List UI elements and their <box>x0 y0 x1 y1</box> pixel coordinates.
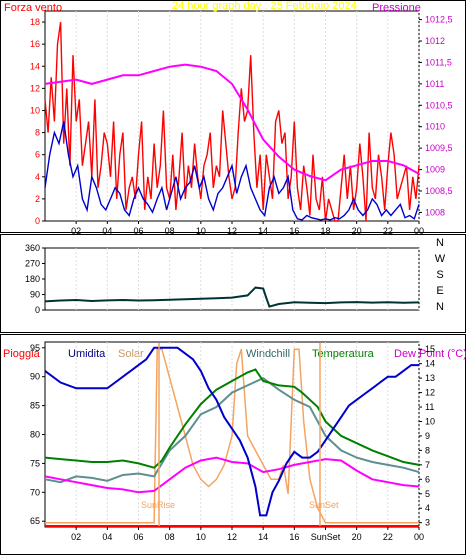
series-pressure <box>44 63 420 182</box>
label-temperatura: Temperatura <box>312 348 375 360</box>
p3-ytick-right-label: 6 <box>425 474 430 484</box>
left-axis-label: Forza vento <box>4 2 62 14</box>
p3-ytick-right-label: 13 <box>425 373 435 383</box>
p2-ytick-label: 90 <box>30 290 40 300</box>
p3-ytick-label: 95 <box>30 343 40 353</box>
compass-label: S <box>436 269 443 281</box>
p1-ytick-label: 4 <box>35 172 40 182</box>
series-temperature <box>44 368 420 469</box>
compass-label: N <box>436 237 444 249</box>
p2-ytick-label: 0 <box>35 305 40 315</box>
p1-xtick-label: 12 <box>227 226 237 236</box>
p1-ytick-label: 8 <box>35 128 40 138</box>
p3-xtick-label: SunSet <box>311 532 341 542</box>
p3-ytick-right-label: 9 <box>425 431 430 441</box>
sunrise-label: SunRise <box>141 500 175 510</box>
p2-ytick-label: 180 <box>25 274 40 284</box>
p2-ytick-label: 360 <box>25 243 40 253</box>
compass-label: E <box>436 285 443 297</box>
p3-xtick-label: 20 <box>352 532 362 542</box>
p1-ytick-right-label: 1011,5 <box>425 57 452 67</box>
p1-ytick-label: 12 <box>30 83 40 93</box>
series-solar <box>45 348 419 524</box>
p1-ytick-right-label: 1010 <box>425 122 445 132</box>
p1-ytick-label: 6 <box>35 150 40 160</box>
p1-ytick-label: 14 <box>30 61 40 71</box>
sunset-label: SunSet <box>309 500 339 510</box>
p1-xtick-label: 14 <box>258 226 268 236</box>
p3-ytick-right-label: 4 <box>425 503 430 513</box>
p1-xtick-label: 02 <box>71 226 81 236</box>
p1-xtick-label: 18 <box>320 226 330 236</box>
p1-xtick-label: 08 <box>165 226 175 236</box>
p3-xtick-label: 02 <box>71 532 81 542</box>
p1-ytick-right-label: 1012,5 <box>425 15 453 25</box>
series-windchill <box>44 376 420 484</box>
p1-xtick-label: 04 <box>102 226 112 236</box>
p3-ytick-label: 75 <box>30 458 40 468</box>
label-umidita: Umidita <box>68 348 106 360</box>
series-gust <box>44 22 420 222</box>
compass-label: N <box>436 301 444 313</box>
p3-ytick-right-label: 12 <box>425 388 435 398</box>
p1-ytick-right-label: 1011 <box>425 79 444 89</box>
p1-ytick-label: 10 <box>30 105 40 115</box>
p3-xtick-label: 04 <box>102 532 112 542</box>
compass-label: W <box>435 253 446 265</box>
p1-xtick-label: 00 <box>414 226 424 236</box>
series-humidity <box>44 346 419 517</box>
panel-wind-direction <box>0 234 466 333</box>
panel-temperature-humidity <box>0 334 466 555</box>
p3-ytick-right-label: 7 <box>425 460 430 470</box>
p3-ytick-label: 65 <box>30 516 40 526</box>
p3-xtick-label: 08 <box>165 532 175 542</box>
p3-ytick-label: 90 <box>30 372 40 382</box>
series-dewpoint <box>44 456 420 494</box>
chart-title: 24 hour graph day : 25 Febbraio 2024 <box>172 0 357 12</box>
p3-ytick-right-label: 5 <box>425 489 430 499</box>
label-dew-point: Dew Point (°C) <box>394 348 466 360</box>
label-windchill: Windchill <box>246 348 290 360</box>
series-wind <box>44 121 420 221</box>
p3-ytick-right-label: 14 <box>425 359 435 369</box>
p3-xtick-label: 22 <box>383 532 393 542</box>
p1-ytick-right-label: 1010,5 <box>425 100 453 110</box>
p3-ytick-right-label: 15 <box>425 344 435 354</box>
p3-ytick-label: 85 <box>30 401 40 411</box>
p3-xtick-label: 06 <box>133 532 143 542</box>
p1-xtick-label: 06 <box>133 226 143 236</box>
p3-ytick-label: 80 <box>30 430 40 440</box>
p3-ytick-label: 70 <box>30 487 40 497</box>
p3-ytick-right-label: 3 <box>425 518 430 528</box>
p1-ytick-right-label: 1012 <box>425 36 445 46</box>
p3-ytick-right-label: 8 <box>425 445 430 455</box>
p3-ytick-right-label: 11 <box>425 402 434 412</box>
label-solar: Solar <box>118 348 144 360</box>
p3-xtick-label: 00 <box>414 532 424 542</box>
p1-ytick-right-label: 1008,5 <box>425 186 453 196</box>
p2-ytick-label: 270 <box>25 259 40 269</box>
p1-ytick-right-label: 1009,5 <box>425 143 453 153</box>
series-direction <box>44 286 420 308</box>
p3-xtick-label: 16 <box>289 532 299 542</box>
p1-ytick-right-label: 1008 <box>425 207 445 217</box>
p1-xtick-label: 22 <box>383 226 393 236</box>
p3-xtick-label: 12 <box>227 532 237 542</box>
p1-xtick-label: 10 <box>196 226 206 236</box>
p3-xtick-label: 10 <box>196 532 206 542</box>
p1-ytick-label: 18 <box>30 17 40 27</box>
p3-xtick-label: 14 <box>258 532 268 542</box>
p1-ytick-label: 16 <box>30 39 40 49</box>
p1-xtick-label: 20 <box>352 226 362 236</box>
right-axis-label: Pressione <box>372 2 421 14</box>
p1-ytick-label: 0 <box>35 216 40 226</box>
p1-xtick-label: 16 <box>289 226 299 236</box>
label-pioggia: Pioggia <box>3 348 41 360</box>
p1-ytick-label: 2 <box>35 194 40 204</box>
p3-ytick-right-label: 10 <box>425 416 435 426</box>
p1-ytick-right-label: 1009 <box>425 165 445 175</box>
